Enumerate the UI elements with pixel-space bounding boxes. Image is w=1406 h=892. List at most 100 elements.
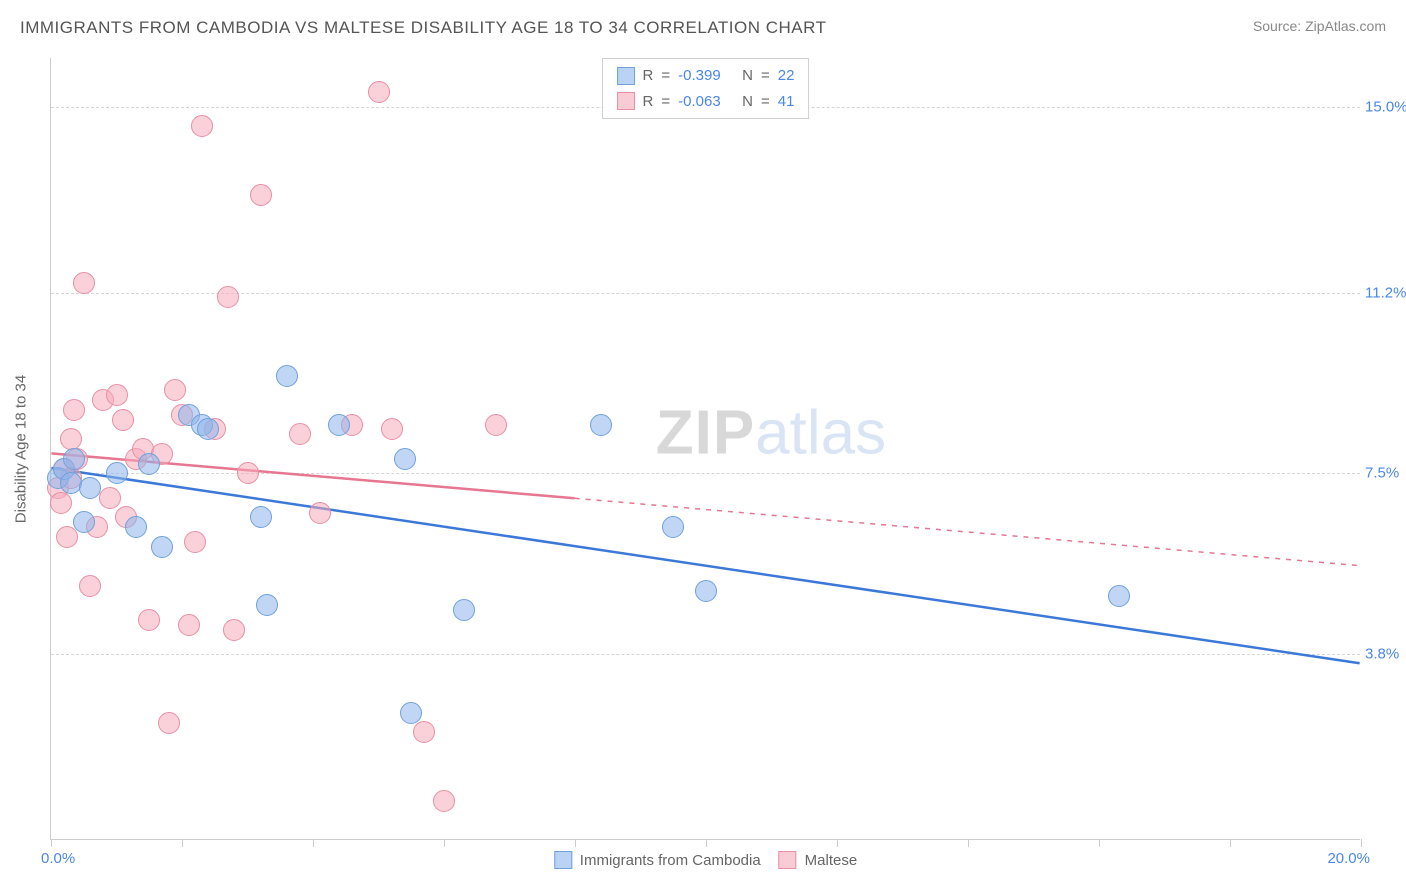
chart-title: IMMIGRANTS FROM CAMBODIA VS MALTESE DISA… (20, 18, 827, 38)
scatter-point (151, 536, 173, 558)
scatter-point (60, 472, 82, 494)
eq-2: = (661, 89, 670, 115)
scatter-point (197, 418, 219, 440)
n-value-1: 22 (778, 63, 795, 89)
legend-row-series-1: R = -0.399 N = 22 (617, 63, 795, 89)
chart-header: IMMIGRANTS FROM CAMBODIA VS MALTESE DISA… (0, 0, 1406, 38)
y-tick-label: 7.5% (1365, 465, 1406, 482)
legend-swatch-2 (617, 92, 635, 110)
scatter-point (368, 81, 390, 103)
eq-2b: = (761, 89, 770, 115)
scatter-point (1108, 585, 1130, 607)
plot-area: Disability Age 18 to 34 3.8%7.5%11.2%15.… (50, 58, 1360, 840)
scatter-point (485, 414, 507, 436)
eq-1b: = (761, 63, 770, 89)
series-label-1: Immigrants from Cambodia (580, 852, 761, 869)
source-name: ZipAtlas.com (1305, 18, 1386, 34)
scatter-point (112, 409, 134, 431)
n-label-2: N (742, 89, 753, 115)
scatter-point (125, 516, 147, 538)
scatter-point (99, 487, 121, 509)
scatter-point (662, 516, 684, 538)
y-tick-label: 3.8% (1365, 646, 1406, 663)
x-axis-min-label: 0.0% (41, 850, 75, 867)
scatter-point (276, 365, 298, 387)
grid-line (51, 293, 1360, 294)
watermark-atlas: atlas (755, 398, 886, 467)
series-swatch-1 (554, 851, 572, 869)
scatter-point (223, 619, 245, 641)
n-value-2: 41 (778, 89, 795, 115)
watermark-zip: ZIP (656, 398, 755, 467)
scatter-point (164, 379, 186, 401)
scatter-point (50, 492, 72, 514)
scatter-point (191, 115, 213, 137)
trend-lines (51, 58, 1360, 839)
y-axis-title: Disability Age 18 to 34 (13, 374, 30, 522)
r-value-1: -0.399 (678, 63, 734, 89)
scatter-point (590, 414, 612, 436)
scatter-point (217, 286, 239, 308)
x-tick (837, 839, 838, 847)
scatter-point (63, 448, 85, 470)
scatter-point (413, 721, 435, 743)
scatter-point (178, 614, 200, 636)
series-legend: Immigrants from Cambodia Maltese (554, 851, 857, 869)
scatter-point (237, 462, 259, 484)
legend-swatch-1 (617, 67, 635, 85)
legend-row-series-2: R = -0.063 N = 41 (617, 89, 795, 115)
scatter-point (309, 502, 331, 524)
scatter-point (400, 702, 422, 724)
scatter-point (63, 399, 85, 421)
source-label: Source: (1253, 18, 1305, 34)
x-tick (1230, 839, 1231, 847)
scatter-point (250, 184, 272, 206)
x-tick (968, 839, 969, 847)
scatter-point (695, 580, 717, 602)
x-tick (1361, 839, 1362, 847)
y-tick-label: 15.0% (1365, 98, 1406, 115)
correlation-legend: R = -0.399 N = 22 R = -0.063 N = 41 (602, 58, 810, 119)
scatter-point (184, 531, 206, 553)
chart-source: Source: ZipAtlas.com (1253, 18, 1386, 34)
x-tick (182, 839, 183, 847)
scatter-point (158, 712, 180, 734)
n-label-1: N (742, 63, 753, 89)
scatter-point (433, 790, 455, 812)
y-tick-label: 11.2% (1365, 284, 1406, 301)
scatter-point (256, 594, 278, 616)
scatter-point (289, 423, 311, 445)
scatter-point (79, 575, 101, 597)
watermark: ZIPatlas (656, 397, 886, 468)
scatter-point (381, 418, 403, 440)
series-legend-item-1: Immigrants from Cambodia (554, 851, 761, 869)
scatter-point (138, 453, 160, 475)
scatter-point (328, 414, 350, 436)
r-label-2: R (643, 89, 654, 115)
scatter-point (79, 477, 101, 499)
r-label-1: R (643, 63, 654, 89)
trend-line-dashed (575, 498, 1360, 565)
eq-1: = (661, 63, 670, 89)
scatter-point (138, 609, 160, 631)
x-tick (1099, 839, 1100, 847)
r-value-2: -0.063 (678, 89, 734, 115)
x-tick (575, 839, 576, 847)
series-label-2: Maltese (805, 852, 858, 869)
x-tick (444, 839, 445, 847)
scatter-point (106, 384, 128, 406)
grid-line (51, 654, 1360, 655)
x-tick (706, 839, 707, 847)
x-axis-max-label: 20.0% (1327, 850, 1370, 867)
scatter-point (453, 599, 475, 621)
scatter-point (73, 511, 95, 533)
scatter-point (106, 462, 128, 484)
scatter-point (250, 506, 272, 528)
x-tick (51, 839, 52, 847)
scatter-point (73, 272, 95, 294)
series-swatch-2 (779, 851, 797, 869)
scatter-point (394, 448, 416, 470)
x-tick (313, 839, 314, 847)
series-legend-item-2: Maltese (779, 851, 858, 869)
trend-line-solid (51, 468, 1359, 663)
